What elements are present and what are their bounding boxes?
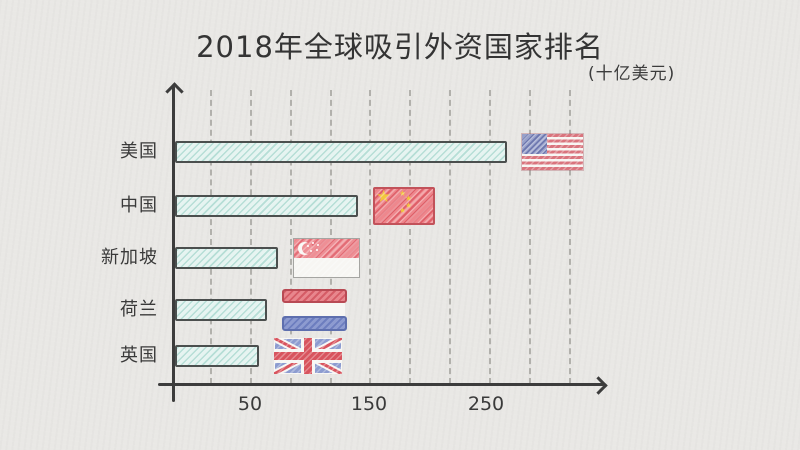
small-star-icon: ★	[405, 194, 413, 203]
gridline	[489, 90, 491, 384]
stars-icon	[307, 245, 309, 247]
bar	[175, 247, 278, 269]
gridline	[369, 90, 371, 384]
x-axis	[158, 383, 604, 386]
gridline	[210, 90, 212, 384]
us-flag-icon	[522, 134, 583, 170]
category-label: 英国	[120, 345, 158, 366]
gridline	[250, 90, 252, 384]
gridline	[330, 90, 332, 384]
category-label: 荷兰	[120, 299, 158, 320]
big-star-icon: ★	[376, 187, 392, 207]
union-jack-svg	[274, 338, 342, 374]
singapore-flag-icon	[293, 238, 360, 278]
bar	[175, 195, 358, 217]
gridline	[409, 90, 411, 384]
unit-label: (十亿美元)	[588, 64, 676, 84]
x-tick-label: 150	[350, 393, 388, 415]
chart-title: 2018年全球吸引外资国家排名	[196, 30, 604, 64]
small-star-icon: ★	[405, 201, 413, 210]
white-band	[284, 303, 345, 316]
gridline	[569, 90, 571, 384]
uk-flag-icon	[274, 338, 342, 374]
blue-band	[282, 316, 347, 331]
x-tick-label: 50	[237, 393, 263, 415]
gridline	[290, 90, 292, 384]
bar	[175, 141, 507, 163]
netherlands-flag-icon	[282, 289, 347, 331]
bar	[175, 299, 267, 321]
y-axis-arrow-icon	[165, 82, 184, 101]
crescent-icon	[298, 242, 313, 255]
y-axis	[172, 86, 175, 402]
category-label: 美国	[120, 141, 158, 162]
gridline	[449, 90, 451, 384]
small-star-icon: ★	[399, 189, 407, 198]
category-label: 中国	[120, 195, 158, 216]
small-star-icon: ★	[399, 206, 407, 215]
china-flag-icon: ★ ★ ★ ★ ★	[373, 187, 435, 225]
red-band	[282, 289, 347, 303]
category-label: 新加坡	[101, 247, 158, 268]
us-canton	[522, 134, 547, 154]
x-axis-arrow-icon	[589, 376, 608, 395]
red-half	[294, 239, 359, 258]
x-tick-label: 250	[467, 393, 505, 415]
bar	[175, 345, 259, 367]
gridline	[529, 90, 531, 384]
